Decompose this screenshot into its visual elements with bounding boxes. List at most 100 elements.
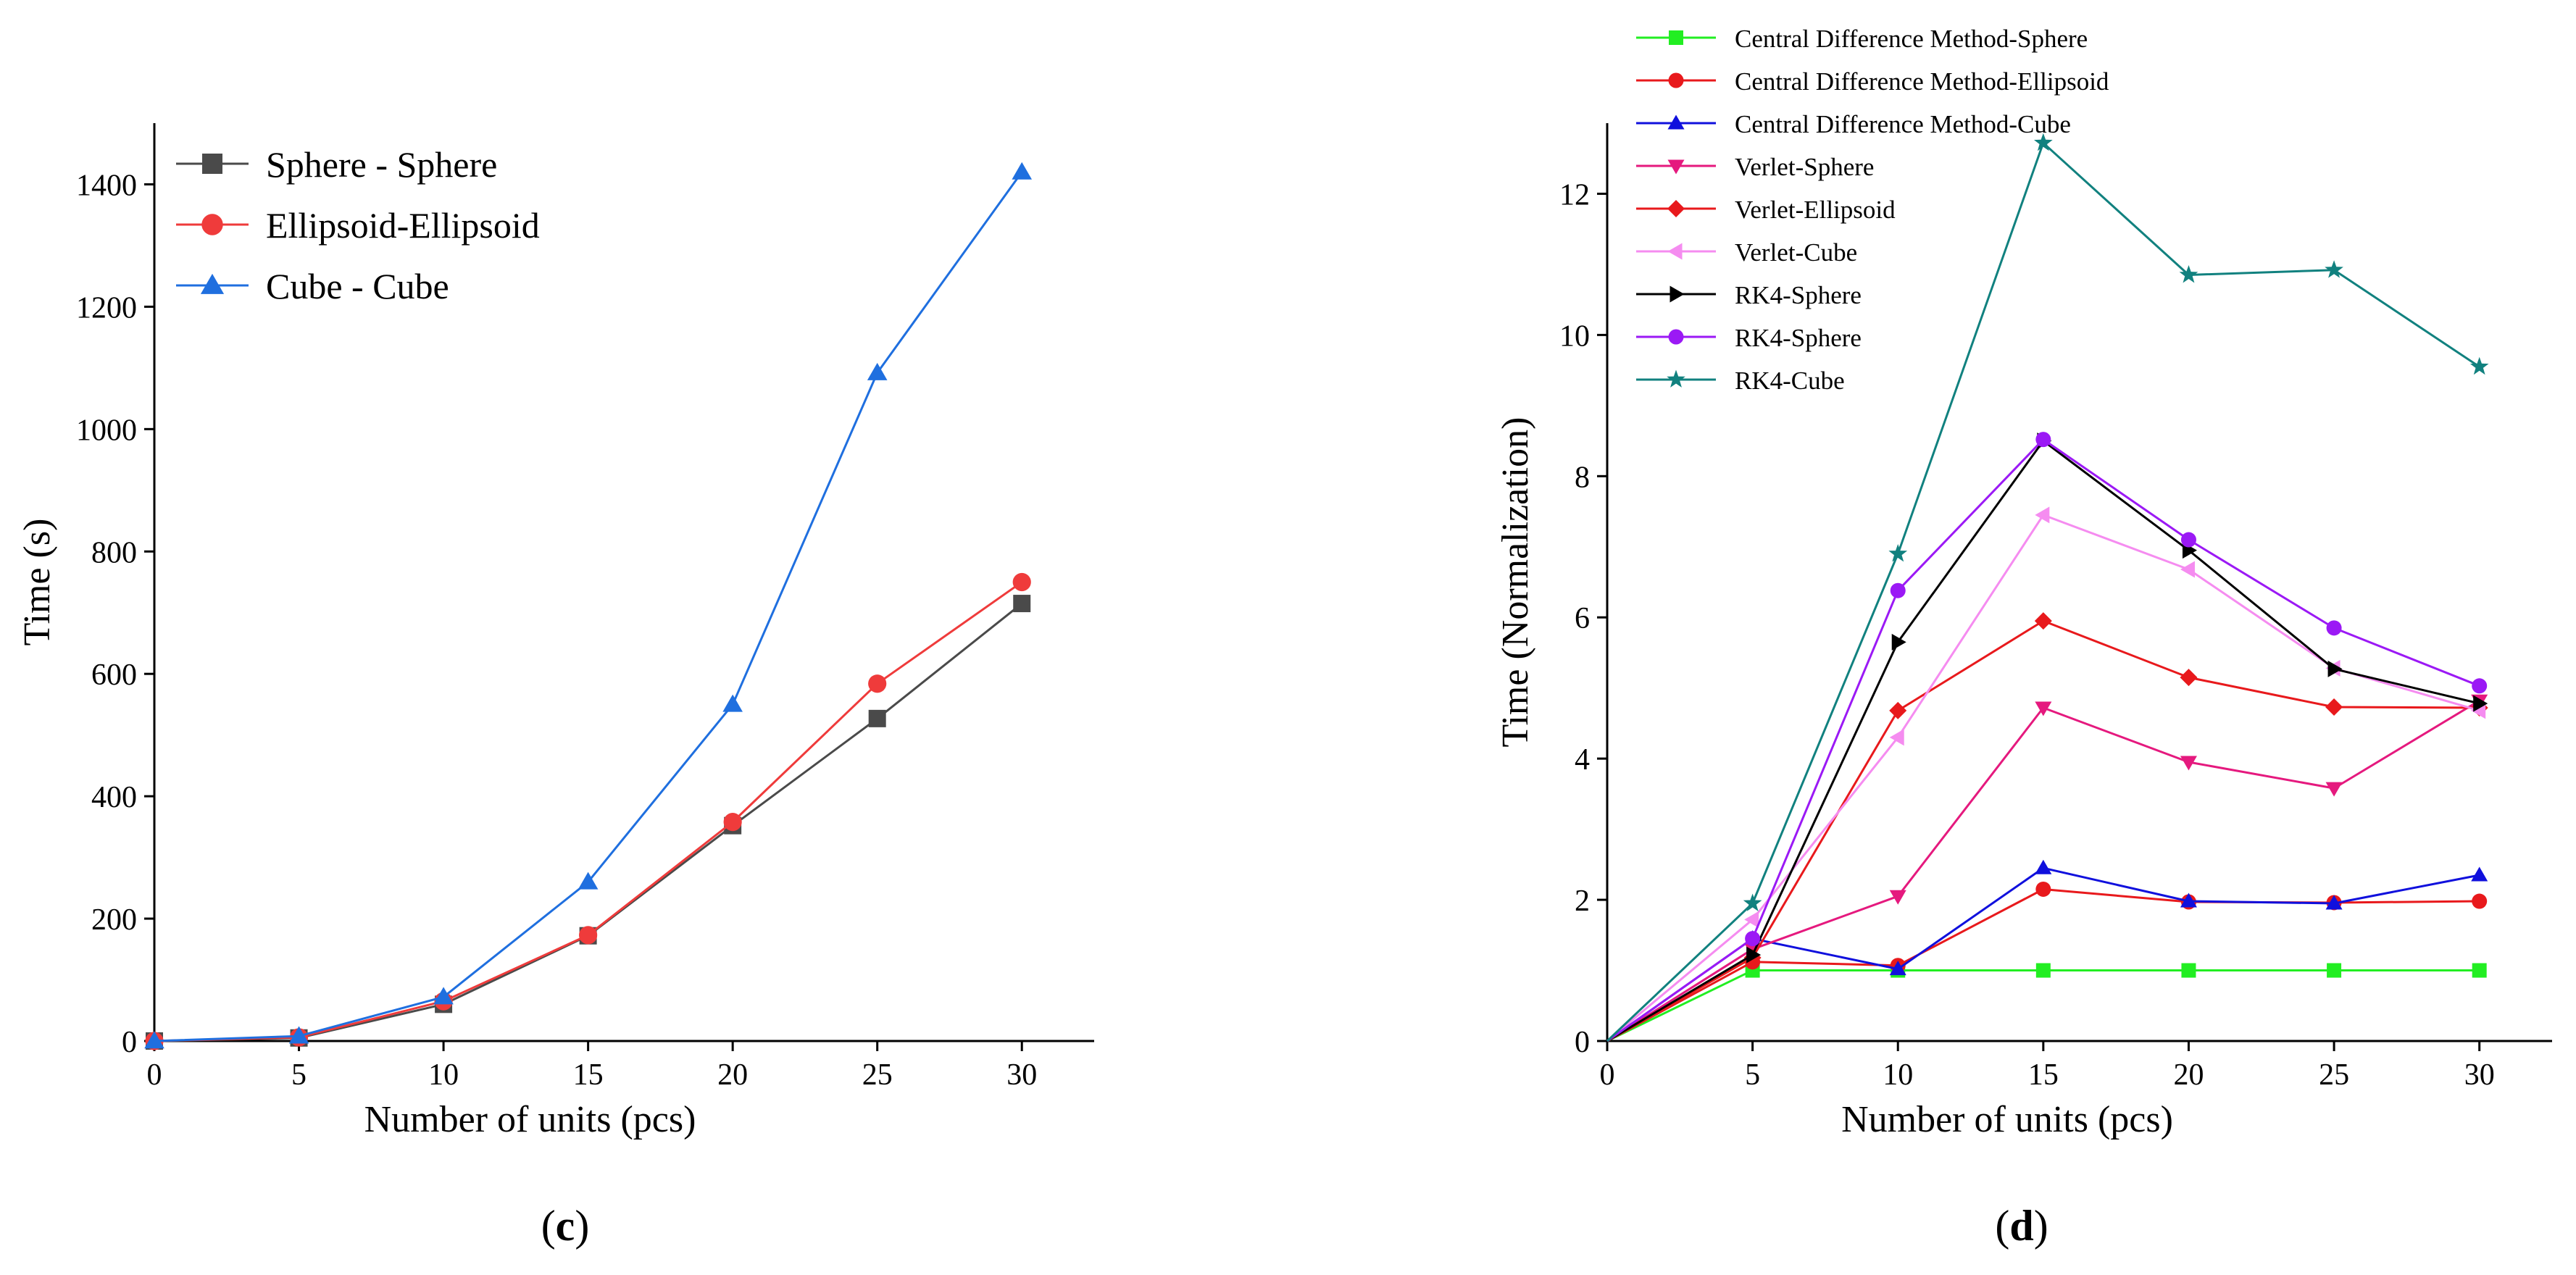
y-tick-label: 10 xyxy=(1559,319,1590,353)
series-line xyxy=(1606,438,2480,1042)
data-point xyxy=(2034,133,2053,151)
data-point xyxy=(2472,893,2488,909)
series-line xyxy=(1606,440,2480,1042)
panel-c: 0 5 10 15 20 25 30 0 200 400 600 800 1000 1200 1400 Num… xyxy=(17,123,1094,1250)
data-point xyxy=(288,1026,309,1044)
x-tick-label: 25 xyxy=(862,1058,893,1092)
data-point xyxy=(2325,260,2343,278)
data-point xyxy=(1890,582,1906,598)
data-point xyxy=(867,362,888,380)
y-tick-label: 2 xyxy=(1575,885,1590,918)
data-point xyxy=(2179,265,2198,283)
data-point xyxy=(1746,946,1762,963)
data-point xyxy=(1889,961,1906,976)
legend-marker xyxy=(1667,200,1685,217)
y-tick-label: 1400 xyxy=(76,169,137,202)
series-verlet-cube xyxy=(1606,506,2486,1042)
legend: Sphere - Sphere Ellipsoid-Ellipsoid Cube -… xyxy=(176,144,540,306)
legend-label: Central Difference Method-Cube xyxy=(1735,110,2071,138)
series-line xyxy=(1606,514,2480,1042)
legend-label: Sphere - Sphere xyxy=(266,144,497,185)
x-tick-label: 15 xyxy=(573,1058,604,1092)
data-point xyxy=(2035,859,2052,874)
legend-item: RK4-Sphere xyxy=(1636,324,1862,352)
x-tick-label: 15 xyxy=(2028,1058,2059,1092)
legend-label: RK4-Sphere xyxy=(1735,281,1862,309)
legend-item: Sphere - Sphere xyxy=(176,144,497,185)
series-sphere-sphere xyxy=(146,595,1031,1050)
series-rk4-cube xyxy=(1606,133,2489,1042)
y-tick-label: 8 xyxy=(1575,461,1590,494)
caption-close-paren: ) xyxy=(575,1202,589,1250)
data-point xyxy=(2469,356,2489,375)
legend-label: Verlet-Sphere xyxy=(1735,153,1874,181)
legend-marker xyxy=(1670,285,1685,303)
y-tick-label: 0 xyxy=(122,1026,137,1059)
legend-marker xyxy=(1667,369,1685,388)
data-point xyxy=(578,871,599,890)
data-point xyxy=(2180,756,2197,771)
data-point xyxy=(2472,963,2487,978)
x-tick-label: 30 xyxy=(2464,1058,2495,1092)
data-point xyxy=(2180,669,2198,687)
x-tick-label: 5 xyxy=(291,1058,307,1092)
data-point xyxy=(2473,695,2488,712)
data-point xyxy=(1889,729,1904,746)
legend-item: Central Difference Method-Sphere xyxy=(1636,25,2088,53)
x-tick-label: 10 xyxy=(428,1058,459,1092)
legend-item: Verlet-Sphere xyxy=(1636,153,1874,181)
x-tick-label: 0 xyxy=(147,1058,162,1092)
x-tick-label: 30 xyxy=(1006,1058,1037,1092)
panel-d: 0 5 10 15 20 25 30 0 2 4 6 8 10 12 Number of units (pc… xyxy=(1495,25,2552,1250)
caption-open-paren: ( xyxy=(1995,1202,2009,1250)
legend-marker xyxy=(201,214,223,235)
legend-item: Cube - Cube xyxy=(176,266,449,306)
x-axis-label: Number of units (pcs) xyxy=(364,1099,696,1140)
y-tick-label: 1200 xyxy=(76,291,137,325)
legend-label: Central Difference Method-Sphere xyxy=(1735,25,2088,53)
data-point xyxy=(2180,893,2197,908)
y-tick-label: 12 xyxy=(1559,178,1590,212)
data-point xyxy=(1012,162,1033,180)
data-point xyxy=(579,926,598,945)
data-point xyxy=(2325,895,2343,910)
series-rk4-sphere xyxy=(1606,432,2488,1042)
data-point xyxy=(2180,561,2195,578)
data-point xyxy=(1012,572,1031,592)
legend-marker xyxy=(1669,30,1683,45)
y-tick-label: 400 xyxy=(91,781,137,814)
data-point xyxy=(2325,782,2343,797)
data-point xyxy=(1891,633,1906,651)
data-point xyxy=(2034,612,2052,630)
data-point xyxy=(2180,532,2196,548)
series-central-difference-method-ellipsoid xyxy=(1606,881,2488,1042)
y-tick-label: 4 xyxy=(1575,743,1590,777)
x-axis-label: Number of units (pcs) xyxy=(1841,1099,2173,1140)
x-tick-label: 0 xyxy=(1600,1058,1615,1092)
caption-letter: c xyxy=(556,1202,575,1250)
y-tick-label: 6 xyxy=(1575,602,1590,635)
data-point xyxy=(2327,660,2343,677)
y-axis-label: Time (s) xyxy=(17,519,58,646)
data-point xyxy=(2035,881,2051,897)
legend-item: RK4-Cube xyxy=(1636,367,1845,395)
data-point xyxy=(2035,506,2050,524)
data-point xyxy=(2327,963,2342,978)
data-point xyxy=(1745,931,1761,947)
series-ellipsoid-ellipsoid xyxy=(145,572,1031,1050)
legend-label: Central Difference Method-Ellipsoid xyxy=(1735,67,2109,96)
data-point xyxy=(722,694,743,712)
series-line xyxy=(1606,969,2480,1042)
data-point xyxy=(1743,893,1762,911)
y-tick-label: 0 xyxy=(1575,1026,1590,1059)
y-tick-label: 200 xyxy=(91,903,137,937)
x-tick-label: 25 xyxy=(2319,1058,2349,1092)
legend-marker xyxy=(1667,114,1685,130)
data-point xyxy=(2035,963,2051,978)
legend-marker xyxy=(1667,159,1685,175)
data-point xyxy=(2472,678,2488,694)
x-tick-label: 10 xyxy=(1883,1058,1913,1092)
legend-marker xyxy=(1668,72,1684,88)
data-point xyxy=(1889,890,1906,905)
x-tick-label: 20 xyxy=(2173,1058,2204,1092)
